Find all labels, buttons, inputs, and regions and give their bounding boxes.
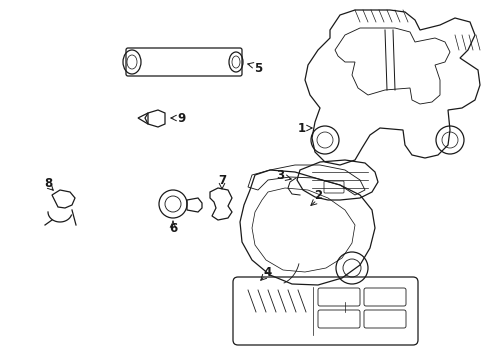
Text: 1: 1 xyxy=(297,122,305,135)
Text: 3: 3 xyxy=(275,168,284,181)
Text: 9: 9 xyxy=(178,112,186,125)
Text: 4: 4 xyxy=(264,266,271,279)
Text: 5: 5 xyxy=(253,62,262,75)
Text: 8: 8 xyxy=(44,176,52,189)
Text: 6: 6 xyxy=(168,221,177,234)
Text: 7: 7 xyxy=(218,174,225,186)
Text: 2: 2 xyxy=(313,189,322,202)
